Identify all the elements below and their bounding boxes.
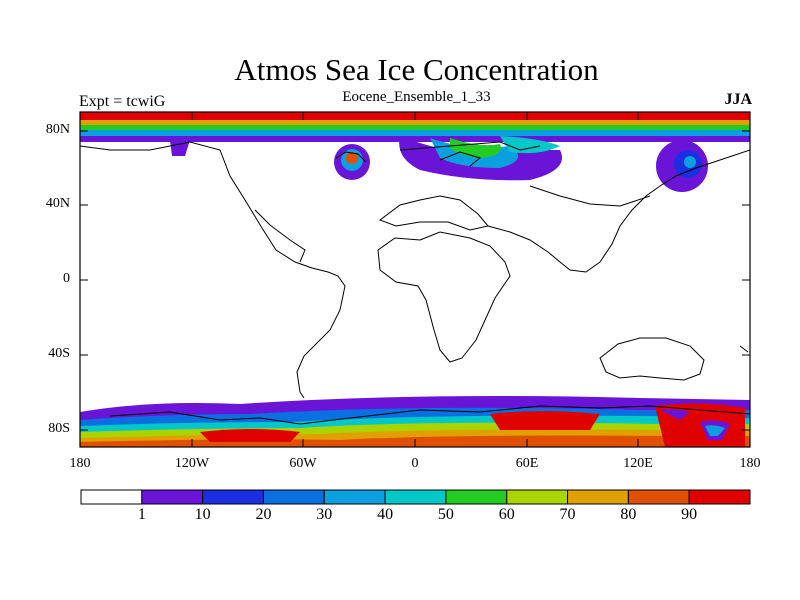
coastlines [80,141,750,425]
colorbar-label: 40 [377,506,394,523]
colorbar-label: 60 [498,506,515,523]
experiment-label: Expt = tcwiG [79,93,166,110]
lon-tick-label: 180 [739,456,761,471]
colorbar-label: 1 [137,506,146,523]
lat-tick-label: 0 [63,271,70,286]
lat-tick-label: 40S [48,346,70,361]
lon-tick-label: 0 [411,456,419,471]
colorbar-swatch [384,489,447,505]
axis-ticks [80,112,750,447]
colorbar-label: 70 [559,506,576,523]
lon-tick-label: 180 [69,456,91,471]
colorbar-swatch [627,489,690,505]
lon-tick-label: 120W [174,456,210,471]
lat-tick-label: 80N [45,122,70,137]
colorbar-swatch [262,489,325,505]
north-ice-shading [80,112,750,192]
colorbar-label: 50 [437,506,454,523]
colorbar-swatch [80,489,143,505]
colorbar-label: 90 [681,506,698,523]
colorbar [80,489,751,505]
colorbar-swatch [323,489,386,505]
lon-tick-label: 120E [623,456,653,471]
lon-tick-label: 60E [515,456,539,471]
colorbar-label: 30 [316,506,333,523]
colorbar-swatch [202,489,264,505]
colorbar-swatch [567,489,629,505]
south-ice-shading [80,396,750,447]
colorbar-swatch [141,489,204,505]
colorbar-swatch [445,489,508,505]
colorbar-label: 20 [255,506,272,523]
colorbar-swatch [688,489,751,505]
map-title: Atmos Sea Ice Concentration [234,52,599,87]
colorbar-label: 80 [620,506,637,523]
colorbar-swatch [506,489,569,505]
season-label: JJA [724,91,752,108]
colorbar-label: 10 [194,506,211,523]
lat-tick-label: 80S [48,421,70,436]
map-subtitle: Eocene_Ensemble_1_33 [342,89,491,105]
lon-tick-label: 60W [289,456,317,471]
lat-tick-label: 40N [45,196,70,211]
